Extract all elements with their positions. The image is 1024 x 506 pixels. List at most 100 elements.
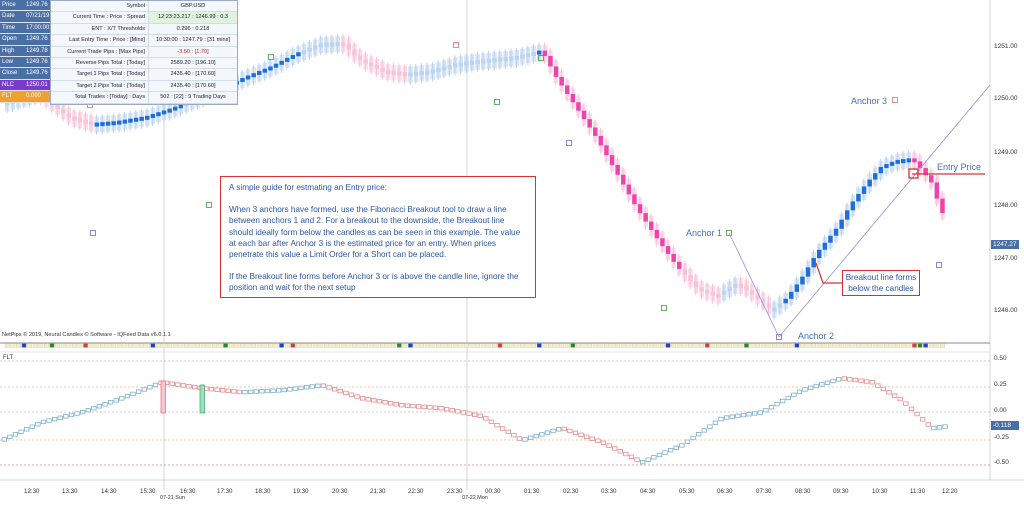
ind-tick-label: -0.25 [994,434,1009,441]
candle-body [772,307,777,312]
info-value: GBP.USD [180,3,206,9]
candle-body [257,70,262,75]
indicator-bar [679,443,685,448]
indicator-bar [359,396,366,401]
time-tick-label: 06:30 [717,488,733,495]
strip-cell [861,343,867,348]
info-row: Reverse Pips Total : [Today] 2589.20 : [1… [51,57,237,70]
strip-cell [816,343,822,348]
time-tick-label: 02:30 [563,488,579,495]
indicator-bar [180,383,187,388]
info-row: Last Entry Time : Price : [Mins] 10:30:00… [51,35,237,47]
candle-body [800,276,805,285]
price-tick-label: 1249.00 [994,149,1018,156]
candle-body [598,135,604,146]
indicator-bar [124,394,131,399]
indicator-bar [18,429,24,434]
ohlc-key: NLC [2,81,15,88]
indicator-bar [707,424,713,429]
indicator-bar [303,385,310,390]
strip-cell [688,343,693,348]
indicator-bar [231,389,237,394]
indicator-bar [427,405,433,410]
indicator-bar [757,410,763,415]
strip-cell [49,343,55,348]
indicator-bar [668,448,674,453]
indicator-bar [471,412,478,417]
strip-cell [480,343,486,348]
strip-cell [889,343,895,348]
info-value: 2435.40 : [170.60] [170,71,216,78]
indicator-bar [858,378,864,383]
strip-cell [559,343,565,348]
indicator-bar [852,377,859,383]
candle-body [525,53,531,58]
ohlc-row-time: Time 17:00:00 [0,22,50,35]
strip-cell [105,343,111,348]
ohlc-key: Date [2,13,15,20]
ohlc-row-price: Price 1249.76 [0,0,50,12]
guide-note: A simple guide for estmating an Entry pr… [220,176,536,298]
indicator-bar [421,404,427,410]
strip-cell [441,343,447,348]
strip-cell [525,343,531,348]
strip-cell [828,343,833,348]
ohlc-value: 1249.76 [26,2,48,8]
strip-cell [66,343,72,348]
time-tick-label: 13:30 [62,488,78,495]
indicator-bar [191,384,198,390]
indicator-bar [275,388,282,393]
signal-marker [538,55,544,61]
strip-cell [492,343,497,348]
time-tick-label: 20:30 [332,488,348,495]
strip-cell [755,343,761,348]
ohlc-key: Low [2,58,14,65]
candle-body [245,75,251,80]
indicator-bar [584,434,590,439]
strip-cell [318,343,324,348]
strip-cell [850,343,856,348]
time-tick-label: 12:30 [24,488,40,495]
candle-body [100,122,105,127]
strip-cell [783,343,789,348]
candle-body [604,145,609,156]
indicator-bar [684,439,691,444]
ohlc-key: Time [2,24,16,31]
breakout-line[interactable] [778,84,991,338]
ohlc-row-flt: FLT 0.000 [0,91,50,103]
indicator-bar [808,385,814,390]
candle-body [867,179,872,187]
strip-cell [805,343,811,348]
time-tick-label: 01:30 [524,488,540,495]
info-row: Current Time : Price : Spread 12:23:23.21… [51,12,237,24]
info-row: Target 2 Pips Total : [Today] 2435.40 : [… [51,80,237,93]
indicator-bar [186,384,192,389]
entry-marker [908,168,919,179]
candle-body [324,42,329,47]
indicator-bar [606,443,612,448]
anchor2-label: Anchor 2 [798,331,835,341]
candle-body [576,102,581,111]
indicator-bar [572,430,579,436]
strip-cell [430,343,436,348]
candle-body [710,291,716,296]
indicator-bar [415,404,422,409]
indicator-bar [640,459,646,465]
indicator-bar [404,403,411,408]
indicator-bar [612,446,618,451]
candle-body [626,184,632,195]
time-tick-label: 05:30 [679,488,695,495]
time-tick-label: 23:30 [447,488,463,495]
strip-cell [620,343,626,348]
guide-body: When 3 anchors have formed, use the Fibo… [229,205,521,260]
candle-body [699,287,704,292]
candle-body [5,101,10,106]
strip-cell [788,343,794,348]
ohlc-key: FLT [2,93,13,100]
strip-cell [83,343,89,348]
strip-cell [682,343,688,348]
indicator-bar [920,417,926,422]
candle-body [402,72,408,77]
